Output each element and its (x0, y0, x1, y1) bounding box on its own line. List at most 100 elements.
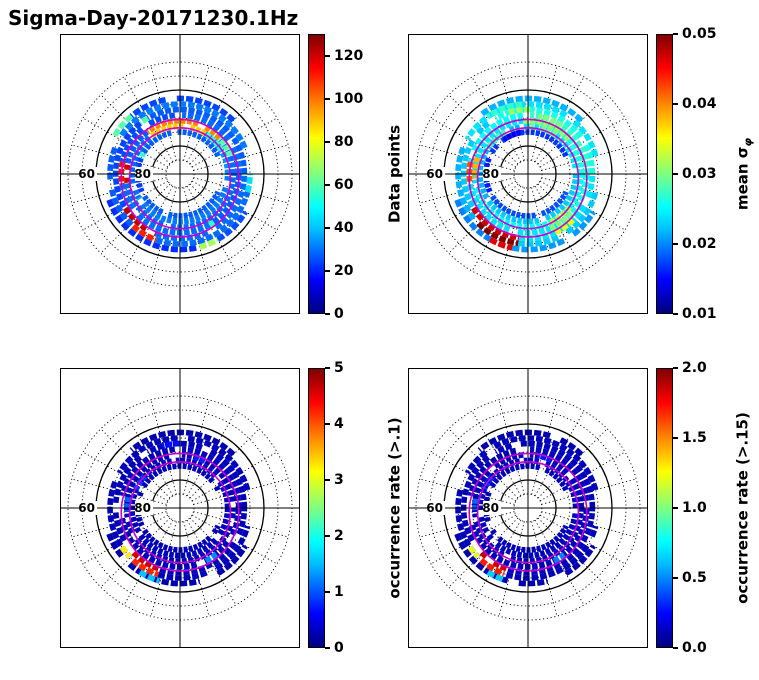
colorbar-mean-sigma-phi: 0.01 0.02 0.03 0.04 0.05 mean σφ (656, 26, 758, 322)
colorbar-label: mean σφ (730, 34, 758, 314)
colorbar-tick-mark (325, 269, 330, 272)
colorbar-tick: 0.01 (673, 306, 717, 322)
colorbar-tick-mark (673, 313, 678, 315)
colorbar-gradient (308, 34, 325, 314)
colorbar-tick-label: 4 (334, 416, 344, 432)
panel-data-points: 0 20 40 60 80 100 120 Data points (60, 34, 410, 322)
colorbar-label: Data points (382, 34, 410, 314)
colorbar-tick: 2 (325, 528, 344, 544)
colorbar-ticks: 0.01 0.02 0.03 0.04 0.05 (673, 26, 725, 322)
colorbar-label-sub: φ (741, 137, 755, 147)
colorbar-tick-label: 1.0 (682, 500, 707, 516)
colorbar-tick-label: 0.02 (682, 236, 717, 252)
colorbar-tick: 80 (325, 134, 353, 150)
colorbar-tick-label: 0.05 (682, 26, 717, 42)
colorbar-tick: 2.0 (673, 360, 707, 376)
colorbar-tick: 120 (325, 48, 363, 64)
polar-plot-occurrence-rate-gt-01 (60, 368, 300, 648)
colorbar-data-points: 0 20 40 60 80 100 120 Data points (308, 34, 410, 322)
colorbar-tick: 3 (325, 472, 344, 488)
polar-plot-mean-sigma-phi (408, 34, 648, 314)
colorbar-ticks: 0 20 40 60 80 100 120 (325, 34, 377, 322)
colorbar-tick-mark (673, 507, 678, 509)
colorbar-tick: 0.5 (673, 570, 707, 586)
colorbar-tick-label: 1 (334, 584, 344, 600)
colorbar-tick-label: 2.0 (682, 360, 707, 376)
colorbar-tick-label: 100 (334, 90, 364, 107)
colorbar-tick-mark (325, 183, 330, 186)
colorbar-tick: 1.0 (673, 500, 707, 516)
polar-plot-occurrence-rate-gt-015 (408, 368, 648, 648)
colorbar-tick-mark (325, 591, 330, 593)
colorbar-label-text: Data points (385, 124, 404, 224)
colorbar-tick-mark (673, 647, 678, 649)
colorbar-tick-label: 5 (334, 360, 344, 376)
colorbar-tick-label: 0.01 (682, 306, 717, 322)
colorbar-tick-mark (673, 103, 678, 105)
colorbar-tick-mark (325, 367, 330, 369)
colorbar-label: occurrence rate (>.1) (382, 368, 410, 648)
polar-plot-canvas (409, 35, 647, 313)
colorbar-tick-label: 0.03 (682, 166, 717, 182)
polar-plot-canvas (61, 35, 299, 313)
polar-plot-data-points (60, 34, 300, 314)
colorbar-tick-mark (325, 97, 330, 100)
colorbar-tick-label: 60 (334, 176, 354, 193)
colorbar-tick: 0.03 (673, 166, 717, 182)
colorbar-tick-mark (325, 54, 330, 57)
colorbar-tick-mark (325, 479, 330, 481)
colorbar-occurrence-rate-gt-01: 0 1 2 3 4 5 occurrence rate (>.1) (308, 360, 410, 656)
colorbar-label-text: mean σ (733, 146, 752, 211)
colorbar-tick-mark (673, 173, 678, 175)
colorbar-tick: 0.02 (673, 236, 717, 252)
colorbar-tick: 0 (325, 306, 344, 322)
colorbar-tick-mark (325, 140, 330, 143)
colorbar-tick-label: 0 (334, 640, 344, 656)
colorbar-tick: 0.04 (673, 96, 717, 112)
colorbar-tick-mark (325, 647, 330, 649)
colorbar-tick-mark (673, 33, 678, 35)
colorbar-tick-label: 40 (334, 219, 354, 236)
colorbar-gradient (656, 368, 673, 648)
colorbar-tick: 1 (325, 584, 344, 600)
colorbar-tick-mark (325, 313, 330, 315)
colorbar-tick: 1.5 (673, 430, 707, 446)
figure-title: Sigma-Day-20171230.1Hz (8, 6, 299, 30)
colorbar-tick: 5 (325, 360, 344, 376)
panel-occurrence-rate-gt-01: 0 1 2 3 4 5 occurrence rate (>.1) (60, 360, 410, 656)
colorbar-label-text: occurrence rate (>.15) (733, 412, 752, 604)
colorbar-tick: 60 (325, 177, 353, 193)
colorbar-tick-label: 2 (334, 528, 344, 544)
colorbar-label: occurrence rate (>.15) (730, 368, 758, 648)
colorbar-tick: 100 (325, 91, 363, 107)
colorbar-tick: 0.05 (673, 26, 717, 42)
colorbar-tick: 40 (325, 220, 353, 236)
polar-plot-canvas (409, 369, 647, 647)
colorbar-tick-mark (325, 423, 330, 425)
colorbar-gradient (308, 368, 325, 648)
panel-mean-sigma-phi: 0.01 0.02 0.03 0.04 0.05 mean σφ (408, 26, 758, 322)
colorbar-tick-label: 0.5 (682, 570, 707, 586)
colorbar-tick-mark (673, 243, 678, 245)
colorbar-tick: 4 (325, 416, 344, 432)
colorbar-tick-label: 3 (334, 472, 344, 488)
polar-plot-canvas (61, 369, 299, 647)
colorbar-ticks: 0 1 2 3 4 5 (325, 360, 377, 656)
colorbar-gradient (656, 34, 673, 314)
colorbar-tick: 20 (325, 263, 353, 279)
colorbar-tick-label: 0.04 (682, 96, 717, 112)
panel-occurrence-rate-gt-015: 0.0 0.5 1.0 1.5 2.0 occurrence rate (>.15) (408, 360, 758, 656)
figure: Sigma-Day-20171230.1Hz 0 20 40 60 80 100 120 D… (0, 6, 759, 656)
colorbar-tick-label: 20 (334, 262, 354, 279)
colorbar-tick-label: 0.0 (682, 640, 707, 656)
colorbar-tick-mark (325, 535, 330, 537)
colorbar-tick-mark (673, 577, 678, 579)
colorbar-ticks: 0.0 0.5 1.0 1.5 2.0 (673, 360, 725, 656)
colorbar-tick-label: 0 (334, 306, 344, 322)
colorbar-tick-mark (325, 226, 330, 229)
colorbar-tick: 0.0 (673, 640, 707, 656)
colorbar-tick-mark (673, 437, 678, 439)
colorbar-tick-label: 80 (334, 133, 354, 150)
colorbar-tick: 0 (325, 640, 344, 656)
colorbar-tick-label: 1.5 (682, 430, 707, 446)
